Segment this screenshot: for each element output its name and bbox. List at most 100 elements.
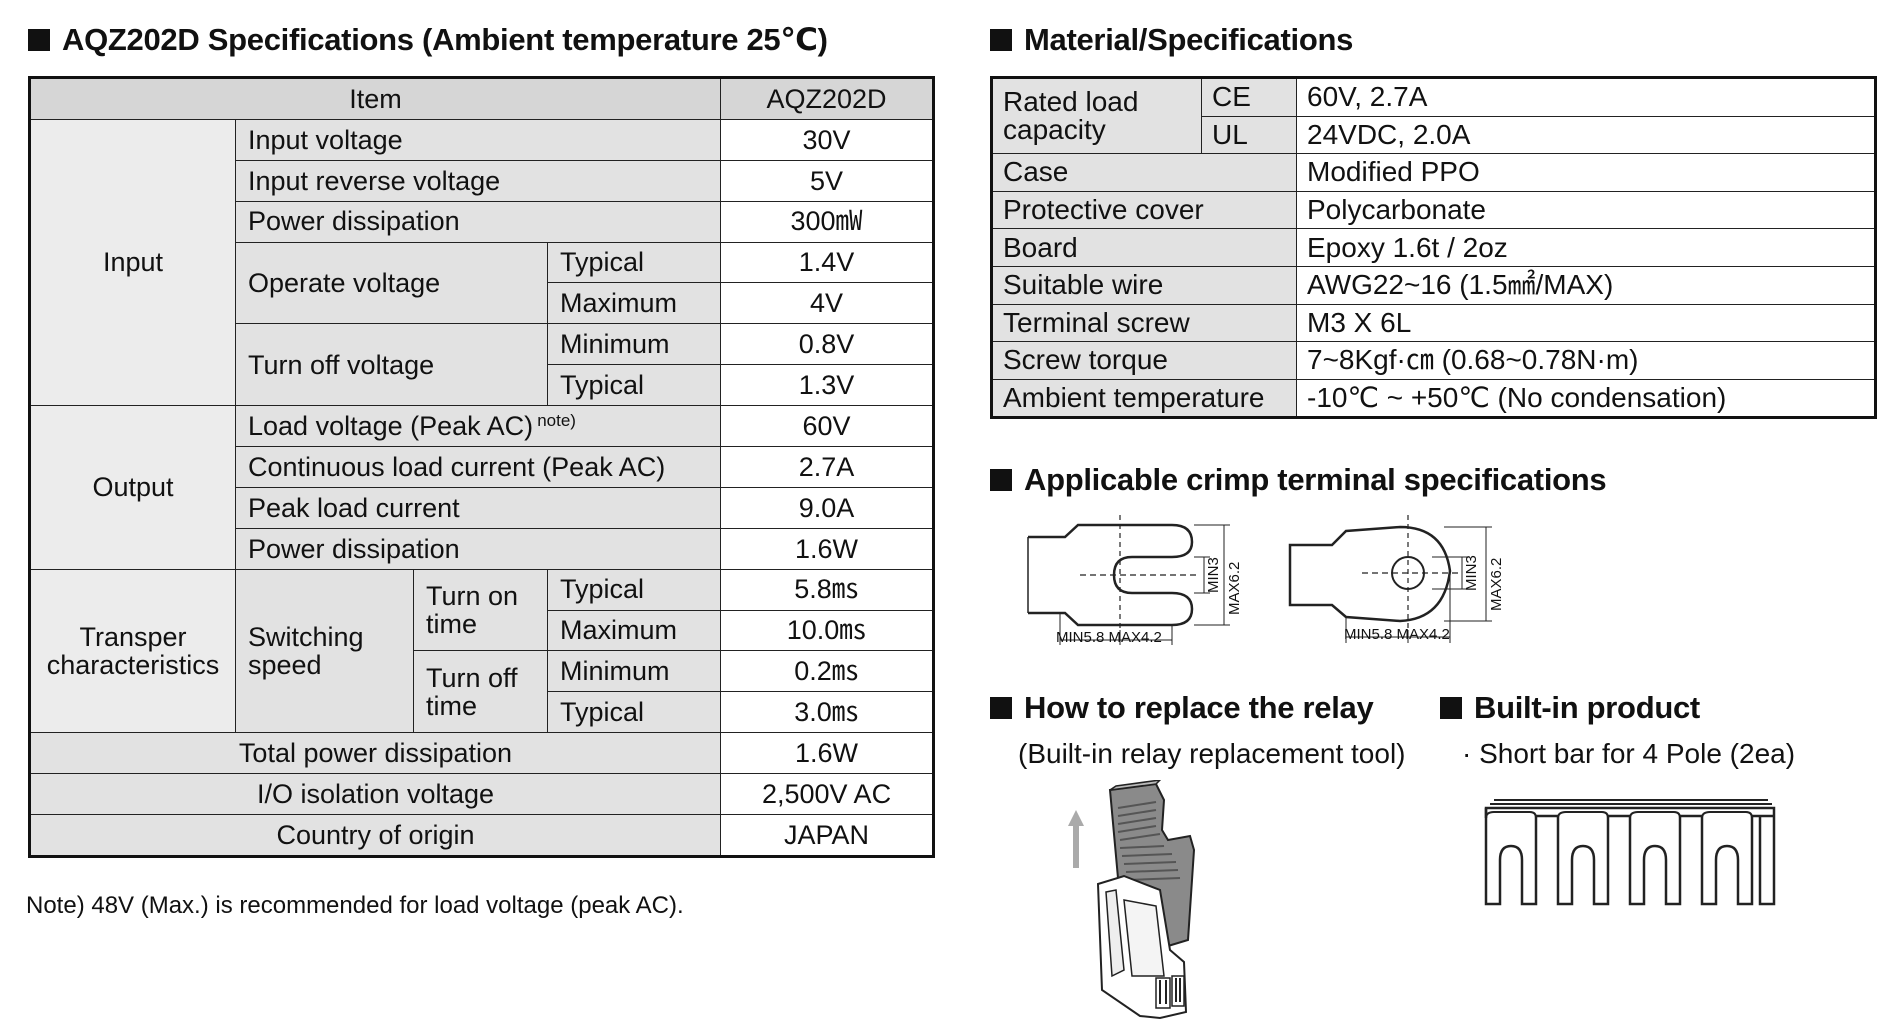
builtin-section-title: Built-in product	[1440, 690, 1700, 726]
spec-title-text: AQZ202D Specifications (Ambient temperat…	[62, 22, 828, 57]
fork-max62-label: MAX6.2	[1226, 562, 1243, 615]
row-sublabel: Typical	[546, 364, 722, 407]
group-output: Output	[29, 405, 236, 570]
table-row: Country of origin JAPAN	[28, 814, 935, 857]
table-row: Transper characteristics Switching speed…	[29, 568, 935, 734]
table-row: Typical 3.0㎳	[30, 691, 935, 734]
up-arrow-icon	[1068, 810, 1084, 868]
row-sublabel: Typical	[546, 241, 722, 284]
note-marker: note)	[537, 410, 576, 430]
table-row: Maximum 4V	[30, 282, 935, 325]
load-voltage-label: Load voltage (Peak AC)	[248, 410, 534, 441]
row-value: 2.7A	[720, 446, 935, 488]
table-row: Operate voltage Typical 1.4V	[30, 241, 935, 325]
table-row: Screw torque 7~8Kgf·㎝ (0.68~0.78N·m)	[991, 341, 1876, 380]
replace-section-title: How to replace the relay	[990, 690, 1374, 726]
ring-min3-label: MIN3	[1463, 555, 1480, 591]
relay-replacement-tool-illustration	[1068, 780, 1196, 1020]
row-value: 4V	[720, 282, 935, 325]
row-value: Modified PPO	[1296, 153, 1876, 192]
table-row: Turn off time Minimum 0.2㎳	[30, 650, 935, 734]
row-label: Operate voltage	[235, 241, 548, 325]
table-row: I/O isolation voltage 2,500V AC	[28, 773, 935, 816]
row-value: AWG22~16 (1.5㎟/MAX)	[1296, 265, 1876, 305]
table-row: Input reverse voltage 5V	[30, 159, 935, 202]
ce-value: 60V, 2.7A	[1296, 77, 1876, 117]
row-value: 1.4V	[720, 241, 935, 284]
table-row: Case Modified PPO	[991, 153, 1876, 192]
builtin-item: · Short bar for 4 Pole (2ea)	[1462, 738, 1796, 769]
square-bullet-icon	[990, 697, 1012, 719]
row-label: Peak load current	[234, 486, 722, 529]
row-value: 3.0㎳	[720, 691, 935, 734]
spec-section-title: AQZ202D Specifications (Ambient temperat…	[28, 22, 828, 58]
ul-value: 24VDC, 2.0A	[1296, 115, 1876, 155]
table-row: Protective cover Polycarbonate	[991, 190, 1876, 230]
row-sublabel: Minimum	[546, 323, 722, 366]
row-label: I/O isolation voltage	[28, 773, 722, 816]
material-section-title: Material/Specifications	[990, 22, 1353, 58]
material-table: Rated load capacity CE 60V, 2.7A UL 24VD…	[990, 76, 1877, 420]
row-label: Country of origin	[28, 814, 722, 857]
table-row: Turn off voltage Minimum 0.8V	[30, 323, 935, 407]
switching-speed-label: Switching speed	[235, 568, 414, 734]
square-bullet-icon	[990, 469, 1012, 491]
row-label: Continuous load current (Peak AC)	[234, 446, 722, 488]
table-row: Power dissipation 1.6W	[30, 527, 935, 570]
row-value: 5.8㎳	[720, 568, 935, 611]
material-title-text: Material/Specifications	[1024, 22, 1354, 57]
turn-on-time-label: Turn on time	[413, 568, 548, 652]
row-label: Power dissipation	[234, 200, 722, 243]
row-value: 60V	[720, 405, 935, 448]
turn-off-time-label: Turn off time	[413, 650, 548, 734]
spec-table: Item AQZ202D Input Input voltage 30V Inp…	[28, 76, 936, 858]
row-value: Polycarbonate	[1296, 190, 1876, 230]
row-sublabel: Typical	[546, 691, 722, 734]
row-value: 10.0㎳	[720, 609, 935, 652]
row-label: Total power dissipation	[28, 732, 722, 775]
row-label: Board	[991, 228, 1297, 267]
row-value: Epoxy 1.6t / 2oz	[1296, 228, 1876, 267]
table-row: Output Load voltage (Peak AC) note) 60V	[29, 405, 935, 570]
table-row: Typical 1.3V	[30, 364, 935, 407]
row-value: 1.6W	[720, 732, 935, 775]
square-bullet-icon	[28, 29, 50, 51]
short-bar-illustration	[1484, 799, 1776, 906]
table-row: Board Epoxy 1.6t / 2oz	[991, 228, 1876, 267]
row-value: 9.0A	[720, 486, 935, 529]
fork-bottom-label: MIN5.8 MAX4.2	[1056, 629, 1162, 646]
row-value: 30V	[720, 118, 935, 161]
row-label: Protective cover	[991, 190, 1297, 230]
row-value: JAPAN	[720, 814, 935, 857]
square-bullet-icon	[990, 29, 1012, 51]
row-label: Ambient temperature	[991, 378, 1297, 419]
row-value: 0.2㎳	[720, 650, 935, 693]
fork-terminal-diagram: MIN3 MAX6.2 MIN5.8 MAX4.2	[1027, 515, 1243, 646]
row-value: 7~8Kgf·㎝ (0.68~0.78N·m)	[1296, 341, 1876, 380]
crimp-section-title: Applicable crimp terminal specifications	[990, 462, 1607, 498]
ring-bottom-label: MIN5.8 MAX4.2	[1344, 626, 1450, 643]
row-value: 2,500V AC	[720, 773, 935, 816]
row-label: Turn off voltage	[235, 323, 548, 407]
replace-title-text: How to replace the relay	[1024, 690, 1374, 725]
ce-label: CE	[1201, 77, 1297, 117]
table-row: Input Input voltage 30V	[29, 118, 935, 407]
ring-terminal-diagram: MIN3 MAX6.2 MIN5.8 MAX4.2	[1288, 515, 1505, 643]
table-row: Maximum 10.0㎳	[30, 609, 935, 652]
row-sublabel: Typical	[546, 568, 722, 611]
fork-min3-label: MIN3	[1205, 557, 1222, 593]
crimp-title-text: Applicable crimp terminal specifications	[1024, 462, 1607, 497]
row-label: Case	[991, 153, 1297, 192]
replace-subtitle: (Built-in relay replacement tool)	[1018, 738, 1406, 769]
row-value: 1.3V	[720, 364, 935, 407]
row-sublabel: Minimum	[546, 650, 722, 693]
spec-header-row: Item AQZ202D	[28, 77, 935, 120]
row-value: 300㎽	[720, 200, 935, 243]
square-bullet-icon	[1440, 697, 1462, 719]
row-label: Terminal screw	[991, 303, 1297, 343]
row-label: Input reverse voltage	[234, 159, 722, 202]
row-sublabel: Maximum	[546, 282, 722, 325]
row-label: Load voltage (Peak AC) note)	[234, 405, 722, 448]
table-row: Total power dissipation 1.6W	[28, 732, 935, 775]
table-row: Terminal screw M3 X 6L	[991, 303, 1876, 343]
